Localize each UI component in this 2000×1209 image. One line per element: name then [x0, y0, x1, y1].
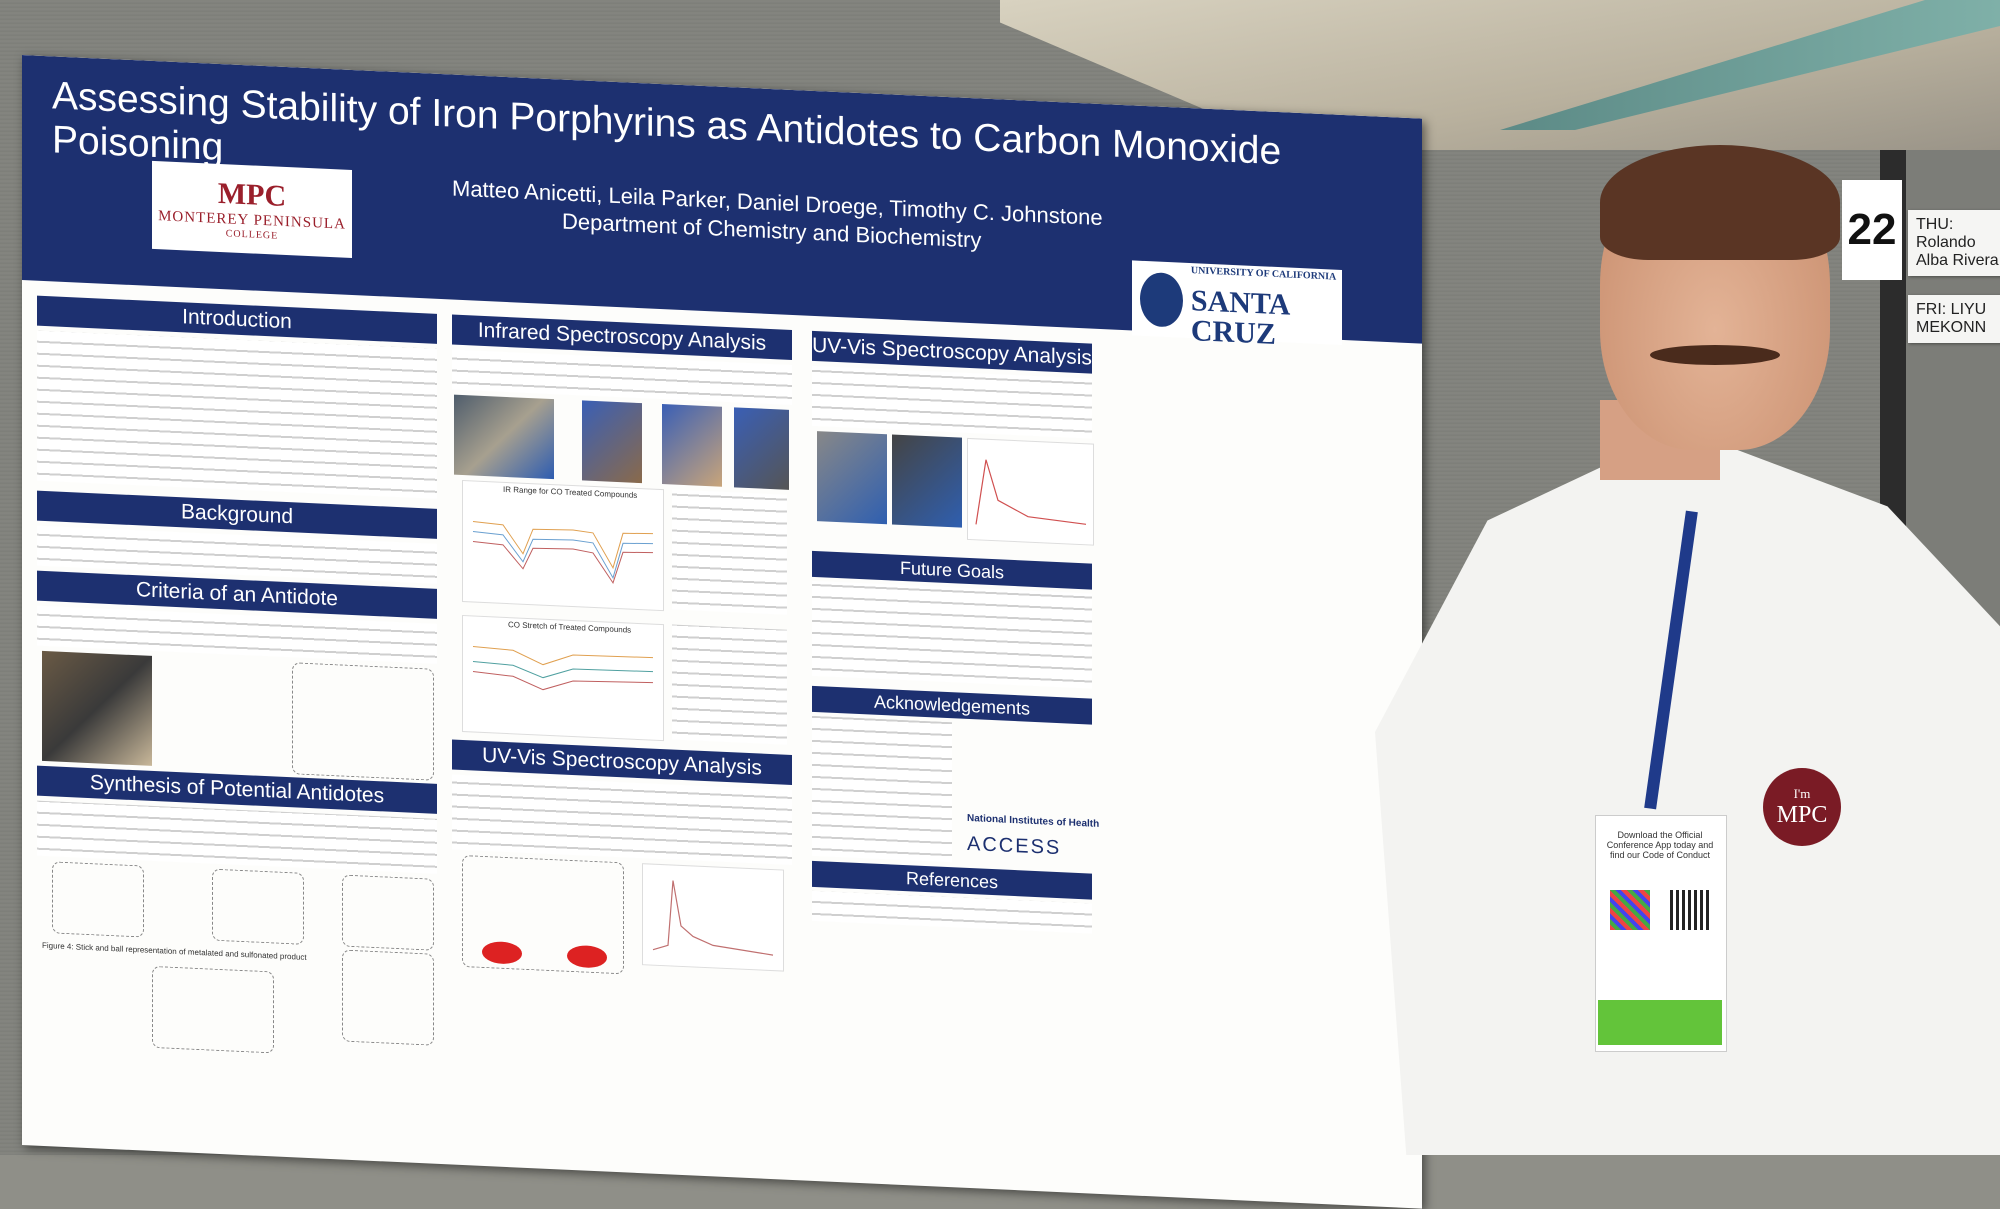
future-goals-text-block — [812, 580, 1092, 689]
uvvis-right-chart — [967, 437, 1094, 546]
ir-chart-2: CO Stretch of Treated Compounds — [462, 614, 664, 742]
vials-photo — [42, 650, 152, 766]
ir-trace-1 — [472, 520, 654, 570]
uvvis-middle-text-block — [452, 774, 792, 865]
mpc-logo: MPC MONTEREY PENINSULA COLLEGE — [152, 160, 352, 258]
person-mustache — [1650, 345, 1780, 365]
product-structure — [342, 874, 434, 951]
uvvis-right-text-block — [812, 365, 1092, 439]
lab-photo-4 — [734, 407, 789, 490]
ir-chart-1: IR Range for CO Treated Compounds — [462, 479, 664, 612]
uvvis-middle-chart — [642, 863, 784, 972]
mpc-logo-college: COLLEGE — [225, 228, 279, 242]
ir-trace-3 — [472, 540, 654, 584]
research-poster: Assessing Stability of Iron Porphyrins a… — [22, 55, 1422, 1209]
nameplate-friday: FRI: LIYU MEKONN — [1908, 295, 2000, 343]
uvvis-middle-plot — [652, 880, 774, 956]
lab-photo-1 — [454, 394, 554, 480]
ucsc-logo: UNIVERSITY OF CALIFORNIA SANTA CRUZ — [1132, 260, 1342, 350]
co-trace-1 — [472, 645, 654, 666]
introduction-text-block — [37, 330, 437, 499]
lab-photo-3 — [662, 404, 722, 487]
pin-line-2: MPC — [1776, 801, 1828, 828]
nameplate-thursday: THU: Rolando Alba Rivera — [1908, 210, 2000, 276]
ir-analysis-text-block — [672, 624, 787, 745]
co-trace-3 — [472, 670, 654, 691]
board-number-sign: 22 — [1842, 180, 1902, 280]
ir-chart-1-plot — [472, 520, 654, 584]
intermediate-structure — [212, 868, 304, 945]
uvvis-middle-trace — [652, 880, 774, 956]
lab-photo-2 — [582, 400, 642, 484]
qr-code-icon — [1610, 890, 1650, 930]
access-logo: ACCESS — [967, 832, 1062, 860]
lab-photo-5 — [817, 431, 887, 525]
qr-code-icon-2 — [1670, 890, 1710, 930]
uvvis-right-plot — [975, 459, 1087, 525]
badge-text: Download the Official Conference App tod… — [1606, 830, 1714, 860]
pin-line-1: I'm — [1793, 785, 1811, 801]
ir-trace-2 — [472, 530, 654, 580]
mpc-logo-main: MPC — [217, 176, 287, 213]
ucsc-seal-icon — [1140, 271, 1183, 328]
lab-photo-6 — [892, 434, 962, 528]
ir-figure-caption-block — [672, 489, 787, 615]
sulfonated-product-structure — [342, 949, 434, 1046]
co-trace-2 — [472, 660, 654, 679]
porphyrin-structure — [292, 662, 434, 781]
ir-chart-2-plot — [472, 645, 654, 691]
nih-logo: National Institutes of Health — [967, 812, 1100, 830]
person-hair — [1600, 145, 1840, 260]
uvvis-right-trace — [975, 459, 1087, 525]
reactant-structure — [52, 861, 144, 938]
badge-ribbon — [1598, 1000, 1722, 1045]
ball-and-stick-model — [152, 965, 274, 1054]
acknowledgements-text-block — [812, 715, 952, 863]
im-mpc-pin: I'm MPC — [1763, 768, 1841, 846]
ucsc-logo-main: SANTA CRUZ — [1190, 283, 1289, 351]
